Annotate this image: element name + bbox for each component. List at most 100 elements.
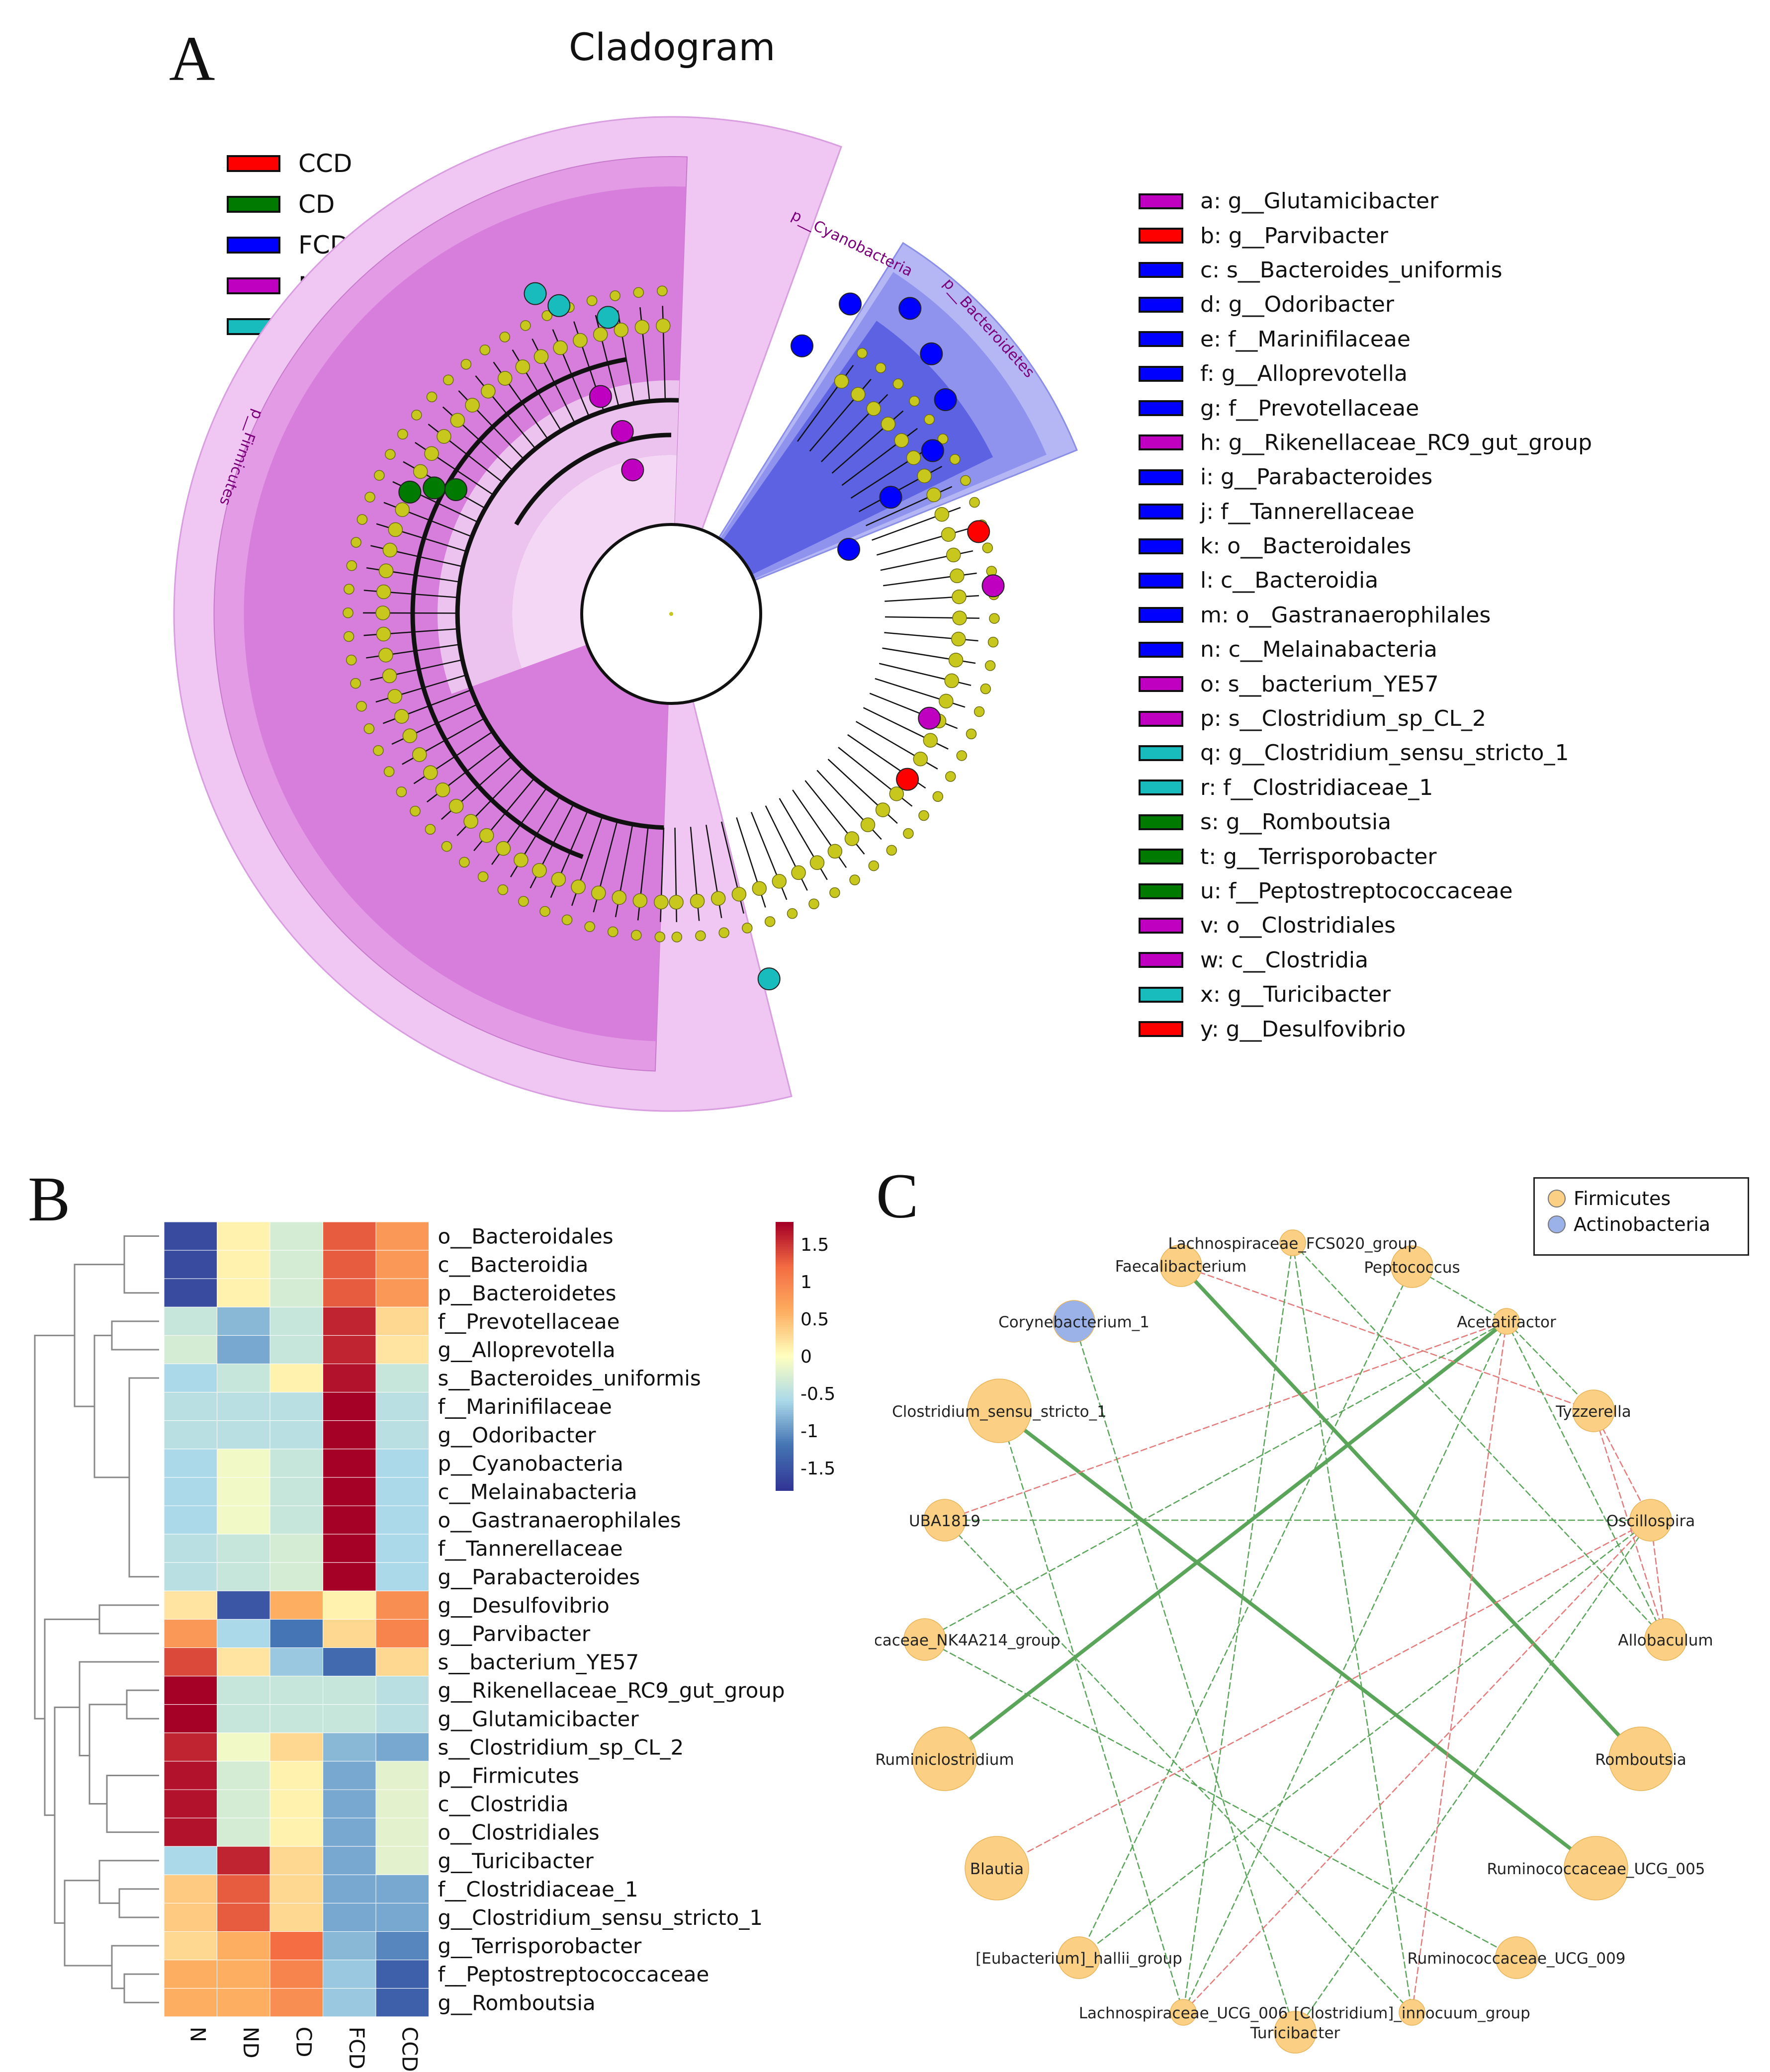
leaf-node (383, 766, 395, 777)
taxon-key-swatch (1139, 469, 1183, 485)
heatmap-cell (323, 1647, 376, 1677)
network-node-label: UBA1819 (909, 1512, 980, 1530)
legend-swatch (227, 155, 280, 172)
heatmap-row-label: s__bacterium_YE57 (438, 1650, 639, 1674)
heatmap-row-label: s__Clostridium_sp_CL_2 (438, 1735, 684, 1759)
colorbar-segment (776, 1379, 794, 1381)
colorbar-segment (776, 1432, 794, 1435)
legend-label: ND (298, 312, 336, 341)
colorbar-segment (776, 1385, 794, 1388)
heatmap-cell (269, 1590, 323, 1620)
heatmap-cell (164, 1306, 217, 1336)
genus-node (934, 507, 950, 522)
colorbar-segment (776, 1246, 794, 1249)
leaf-node (918, 810, 929, 821)
branch (884, 632, 978, 642)
heatmap-cell (269, 1534, 323, 1563)
cladogram-taxa-key: a: g__Glutamicibacter b: g__Parvibacter c:… (1139, 184, 1592, 1046)
network-edge (944, 1320, 1507, 1521)
leaf-node (764, 916, 776, 927)
heatmap-cell (323, 1562, 376, 1591)
heatmap-row-label: o__Clostridiales (438, 1820, 600, 1845)
genus-node (917, 468, 932, 484)
heatmap-cell (269, 1278, 323, 1307)
colorbar-segment (776, 1302, 794, 1305)
taxon-key-item: e: f__Marinifilaceae (1139, 322, 1592, 356)
colorbar-segment (776, 1434, 794, 1437)
colorbar-segment (776, 1285, 794, 1288)
heatmap-cell (323, 1846, 376, 1875)
heatmap-cell (269, 1704, 323, 1733)
branch (571, 816, 603, 906)
colorbar-segment (776, 1477, 794, 1480)
colorbar-segment (776, 1439, 794, 1442)
biomarker-node (920, 342, 943, 365)
heatmap-cell (217, 1704, 270, 1733)
branch (720, 821, 745, 914)
biomarker-node (981, 574, 1005, 598)
genus-node (612, 890, 627, 905)
heatmap-cell (375, 1874, 429, 1903)
heatmap-cell (164, 1846, 217, 1875)
genus-node (435, 782, 450, 797)
heatmap-cell (375, 1221, 429, 1251)
heatmap-cell (217, 1732, 270, 1762)
branch (750, 812, 788, 900)
branch (615, 824, 633, 918)
biomarker-node (621, 458, 644, 482)
branch (872, 507, 961, 541)
colorbar-tick-label: -1.5 (800, 1459, 835, 1479)
legend-label: N (298, 271, 317, 300)
genus-node (496, 841, 511, 856)
heatmap-row-label: c__Bacteroidia (438, 1253, 589, 1277)
dendrogram-link (111, 1945, 159, 1989)
leaf-node (350, 678, 361, 689)
dendrogram-link (123, 1973, 159, 2003)
heatmap-cell (217, 1505, 270, 1535)
colorbar-segment (776, 1300, 794, 1303)
network-node (912, 1727, 977, 1791)
taxon-key-label: d: g__Odoribacter (1200, 292, 1394, 318)
heatmap-cell (323, 1278, 376, 1307)
colorbar-segment (776, 1228, 794, 1231)
genus-node (591, 885, 606, 901)
root-circle (580, 523, 762, 705)
leaf-node (442, 374, 454, 386)
genus-node (809, 855, 825, 870)
branch (639, 307, 650, 402)
clade-label: p__Firmicutes (216, 407, 266, 508)
colorbar-segment (776, 1235, 794, 1238)
heatmap-cell (323, 1392, 376, 1421)
taxon-key-item: t: g__Terrisporobacter (1139, 839, 1592, 873)
leaf-node (584, 921, 595, 932)
network-edge (1292, 1242, 1413, 2013)
branch (403, 461, 486, 509)
genus-node (448, 798, 464, 814)
heatmap-column-label: N (185, 2027, 210, 2042)
heatmap-column-label: CD (291, 2027, 316, 2058)
network-edge (1078, 1520, 1651, 1958)
network-node (903, 1618, 946, 1661)
colorbar-segment (776, 1338, 794, 1341)
heatmap-cell (164, 1221, 217, 1251)
heatmap-cell (164, 1704, 217, 1733)
colorbar-segment (776, 1361, 794, 1364)
leaf-node (479, 345, 491, 355)
leaf-node (410, 805, 421, 817)
biomarker-node (589, 385, 612, 408)
colorbar-segment (776, 1461, 794, 1464)
colorbar-segment (776, 1452, 794, 1455)
genus-node (772, 874, 787, 889)
heatmap-cell (375, 1562, 429, 1591)
colorbar-segment (776, 1282, 794, 1285)
leaf-node (586, 295, 598, 306)
legend-label: FCD (298, 231, 350, 259)
genus-node (654, 894, 669, 910)
network-node-label: Turicibacter (1250, 2024, 1340, 2042)
genus-node (656, 318, 671, 333)
taxon-key-swatch (1139, 849, 1183, 865)
heatmap-cell (217, 1335, 270, 1364)
network-node-label: Faecalibacterium (1115, 1258, 1246, 1276)
taxon-key-item: s: g__Romboutsia (1139, 805, 1592, 839)
branch (475, 375, 536, 449)
